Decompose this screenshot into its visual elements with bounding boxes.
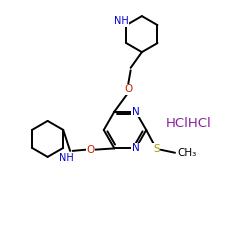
- Text: CH₃: CH₃: [178, 148, 197, 158]
- Text: NH: NH: [114, 16, 129, 26]
- Text: NH: NH: [59, 153, 74, 163]
- Text: N: N: [132, 106, 140, 117]
- Text: S: S: [153, 144, 160, 154]
- Text: O: O: [124, 84, 132, 94]
- Text: HClHCl: HClHCl: [166, 117, 212, 130]
- Text: O: O: [86, 145, 95, 155]
- Text: N: N: [132, 144, 140, 154]
